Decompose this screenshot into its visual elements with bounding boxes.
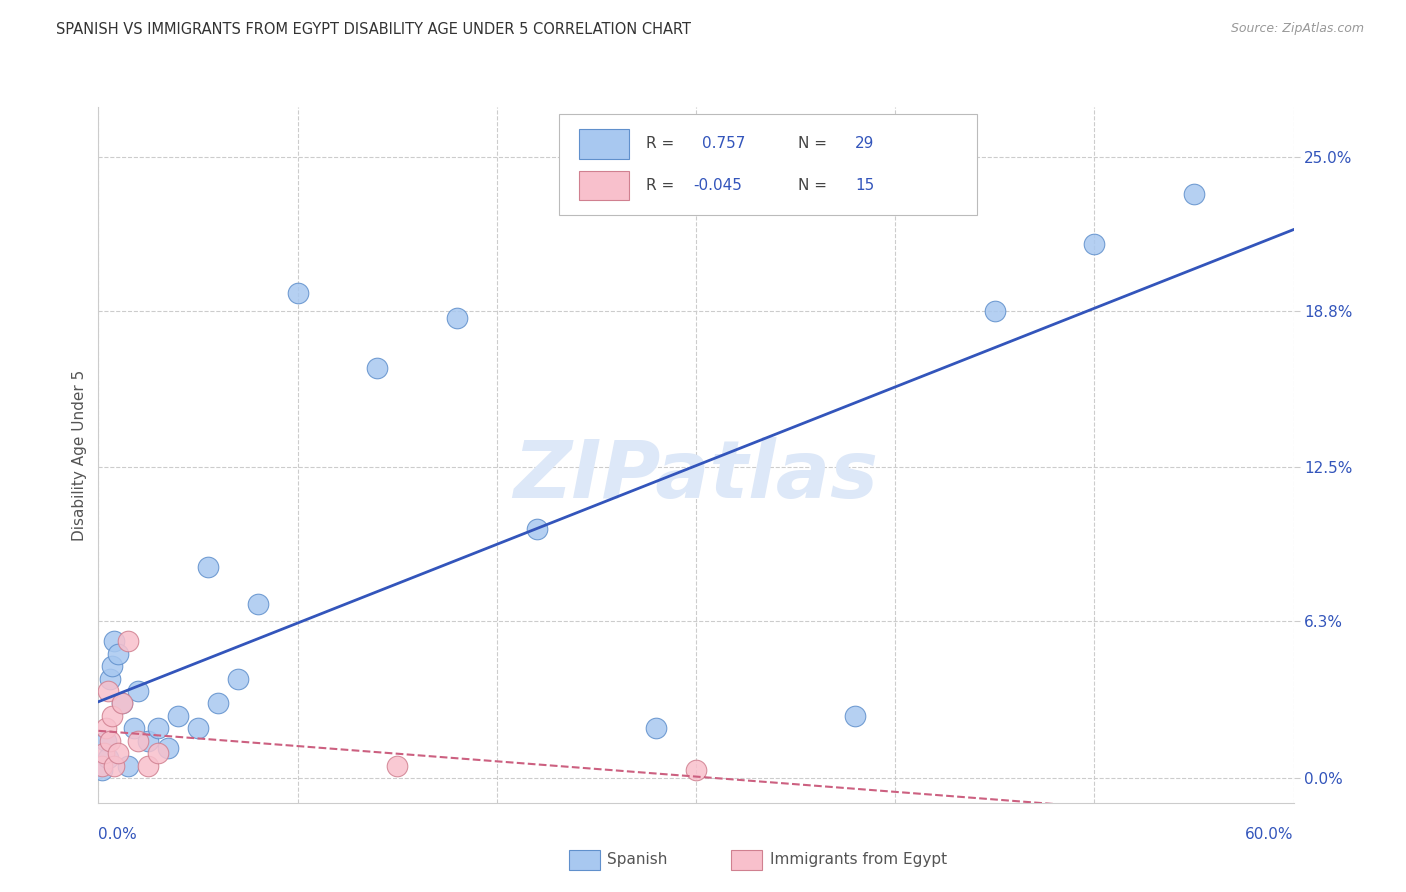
Text: Source: ZipAtlas.com: Source: ZipAtlas.com (1230, 22, 1364, 36)
Point (645, 721, 668, 735)
Point (107, 746, 129, 760)
Point (117, 634, 139, 648)
Point (97, 684, 120, 698)
Point (101, 708, 124, 723)
Point (385, 758, 409, 772)
Point (101, 659, 124, 673)
FancyBboxPatch shape (558, 114, 977, 215)
Text: SPANISH VS IMMIGRANTS FROM EGYPT DISABILITY AGE UNDER 5 CORRELATION CHART: SPANISH VS IMMIGRANTS FROM EGYPT DISABIL… (56, 22, 692, 37)
Point (111, 697, 134, 711)
Point (127, 733, 149, 747)
Point (197, 559, 219, 574)
Point (226, 672, 249, 686)
Point (107, 647, 129, 661)
Point (96, 733, 118, 747)
Text: N =: N = (797, 178, 831, 194)
Point (207, 697, 229, 711)
Point (446, 311, 468, 326)
Text: -0.045: -0.045 (693, 178, 742, 194)
Point (844, 708, 866, 723)
Bar (579, 171, 628, 201)
Point (246, 597, 269, 611)
Text: Immigrants from Egypt: Immigrants from Egypt (770, 853, 948, 867)
Point (526, 523, 548, 537)
Text: 0.0%: 0.0% (98, 827, 138, 841)
Text: 60.0%: 60.0% (1246, 827, 1294, 841)
Y-axis label: Disability Age Under 5: Disability Age Under 5 (72, 369, 87, 541)
Point (136, 733, 159, 747)
Point (157, 741, 180, 756)
Point (103, 758, 125, 772)
Point (91, 758, 114, 772)
Point (167, 708, 190, 723)
Point (93, 746, 115, 760)
Point (97, 751, 120, 765)
Point (1083, 236, 1105, 251)
Point (287, 286, 309, 301)
Point (1182, 187, 1205, 202)
Point (148, 721, 170, 735)
Point (96, 721, 118, 735)
Point (366, 361, 388, 376)
Point (136, 758, 159, 772)
Text: R =: R = (645, 178, 679, 194)
Point (98, 733, 122, 747)
Text: N =: N = (797, 136, 831, 152)
Text: 15: 15 (855, 178, 875, 194)
Point (91, 764, 114, 778)
Text: ZIPatlas: ZIPatlas (513, 437, 879, 515)
Point (98, 672, 122, 686)
Point (127, 684, 149, 698)
Text: 29: 29 (855, 136, 875, 152)
Text: R =: R = (645, 136, 679, 152)
Point (187, 721, 209, 735)
Text: Spanish: Spanish (607, 853, 668, 867)
Point (124, 721, 146, 735)
Text: 0.757: 0.757 (702, 136, 745, 152)
Bar (579, 129, 628, 159)
Point (111, 697, 134, 711)
Point (117, 758, 139, 772)
Point (685, 764, 707, 778)
Point (103, 634, 125, 648)
Point (148, 746, 170, 760)
Point (983, 303, 1005, 318)
